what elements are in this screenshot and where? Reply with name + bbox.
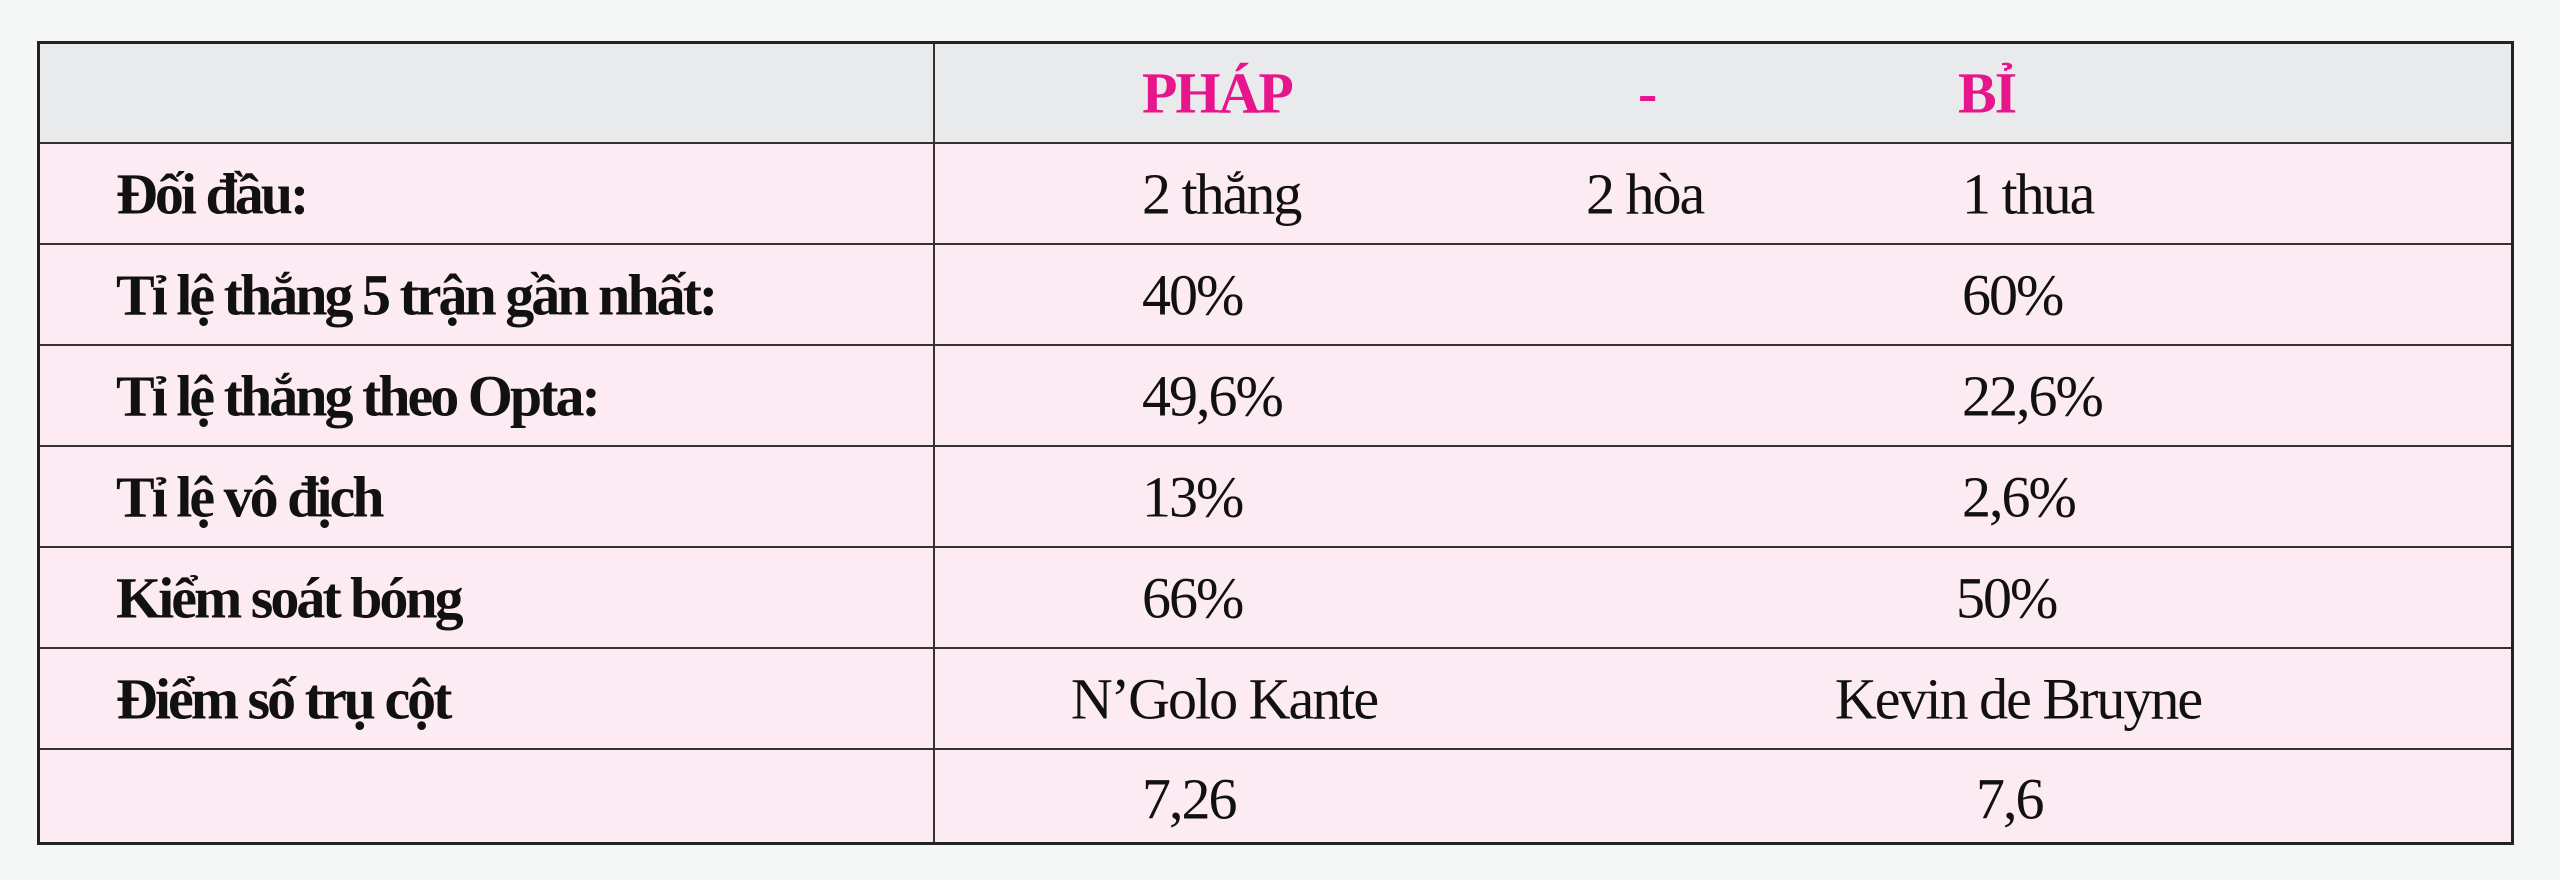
row-label: Đối đầu:: [116, 161, 309, 226]
team-a-value: 49,6%: [1142, 363, 1284, 428]
team-b-player: Kevin de Bruyne: [1834, 666, 2203, 731]
team-b-value: 1 thua: [1962, 161, 2095, 226]
team-a-player: N’Golo Kante: [1070, 666, 1379, 731]
column-divider: [933, 44, 935, 842]
team-b-value: 2,6%: [1962, 464, 2077, 529]
team-b-score: 7,6: [1976, 766, 2044, 832]
table-row: 7,26 7,6: [40, 750, 2511, 848]
team-a-score: 7,26: [1142, 766, 1237, 832]
team-b-value: 60%: [1962, 262, 2064, 327]
team-b-value: 22,6%: [1962, 363, 2104, 428]
table-row: Tỉ lệ thắng theo Opta: 49,6% 22,6%: [40, 346, 2511, 447]
table-row: Tỉ lệ thắng 5 trận gần nhất: 40% 60%: [40, 245, 2511, 346]
draw-value: 2 hòa: [1586, 161, 1705, 226]
table-row: Đối đầu: 2 thắng 2 hòa 1 thua: [40, 144, 2511, 245]
row-label: Tỉ lệ thắng 5 trận gần nhất:: [116, 262, 718, 327]
table-row: Điểm số trụ cột N’Golo Kante Kevin de Br…: [40, 649, 2511, 750]
team-b-value: 50%: [1956, 565, 2058, 630]
team-a-name: PHÁP: [1142, 60, 1294, 126]
team-a-value: 66%: [1142, 565, 1244, 630]
comparison-table: PHÁP - BỈ Đối đầu: 2 thắng 2 hòa 1 thua …: [37, 41, 2514, 845]
table-row: Tỉ lệ vô địch 13% 2,6%: [40, 447, 2511, 548]
row-label: Kiểm soát bóng: [116, 565, 464, 630]
team-a-value: 40%: [1142, 262, 1244, 327]
row-label: Điểm số trụ cột: [116, 666, 453, 731]
team-a-value: 2 thắng: [1142, 161, 1302, 226]
table-row: Kiểm soát bóng 66% 50%: [40, 548, 2511, 649]
team-b-name: BỈ: [1958, 60, 2017, 126]
team-a-value: 13%: [1142, 464, 1244, 529]
header-row: PHÁP - BỈ: [40, 44, 2511, 144]
row-label: Tỉ lệ vô địch: [116, 464, 385, 529]
row-label: Tỉ lệ thắng theo Opta:: [116, 363, 601, 428]
header-separator: -: [1638, 60, 1657, 126]
